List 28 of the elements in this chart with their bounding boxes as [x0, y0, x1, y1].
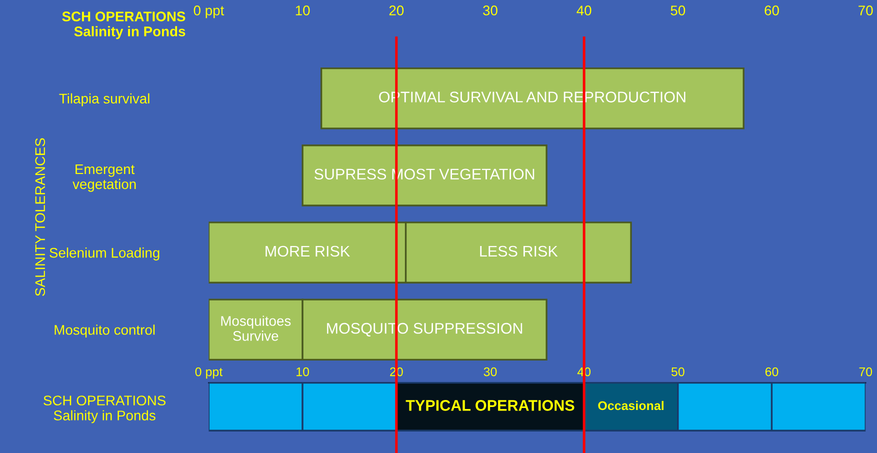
x-tick-label: 20 — [389, 6, 404, 16]
x2-tick-label: 50 — [671, 367, 684, 376]
y-tick-label: SCH OPERATIONS Salinity in Ponds — [44, 396, 166, 424]
bar — [320, 67, 744, 130]
x2-tick-label: 10 — [296, 367, 310, 376]
x-tick-label: 0 ppt — [194, 6, 224, 18]
y-tick-label: Selenium Loading — [50, 248, 160, 260]
x-tick-label: 70 — [858, 6, 873, 16]
x-tick-label: 10 — [296, 6, 310, 16]
bar — [396, 382, 585, 432]
data-label: MORE RISK — [266, 246, 350, 257]
data-label: Mosquitoes Survive — [221, 316, 291, 341]
x2-tick-label: 0 ppt — [195, 367, 223, 379]
x2-tick-label: 70 — [859, 367, 872, 376]
x-tick-label: 40 — [576, 6, 592, 16]
data-label: Occasional — [598, 400, 664, 410]
x2-tick-label: 30 — [484, 367, 497, 376]
x-tick-label: 60 — [764, 6, 779, 16]
y-tick-label: Tilapia survival — [59, 93, 150, 106]
x-tick-label: 50 — [670, 6, 686, 16]
y-axis-title: SALINITY TOLERANCES — [35, 138, 46, 296]
y-tick-label: Mosquito control — [54, 324, 155, 338]
data-label: TYPICAL OPERATIONS — [406, 400, 574, 411]
data-label: LESS RISK — [480, 246, 558, 257]
x2-tick-label: 60 — [765, 367, 778, 376]
y-tick-label: Emergent vegetation — [72, 164, 136, 192]
x-tick-label: 30 — [483, 6, 498, 16]
bar — [302, 144, 548, 206]
